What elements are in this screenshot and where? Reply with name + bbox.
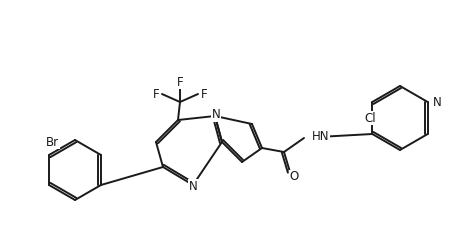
Text: Br: Br — [46, 135, 59, 149]
Text: N: N — [189, 179, 197, 193]
Text: N: N — [212, 109, 220, 122]
Text: F: F — [201, 88, 207, 100]
Text: F: F — [177, 75, 183, 89]
Text: N: N — [433, 95, 441, 109]
Text: HN: HN — [312, 130, 329, 144]
Text: Cl: Cl — [365, 111, 376, 124]
Text: F: F — [153, 88, 159, 100]
Text: O: O — [289, 170, 299, 183]
